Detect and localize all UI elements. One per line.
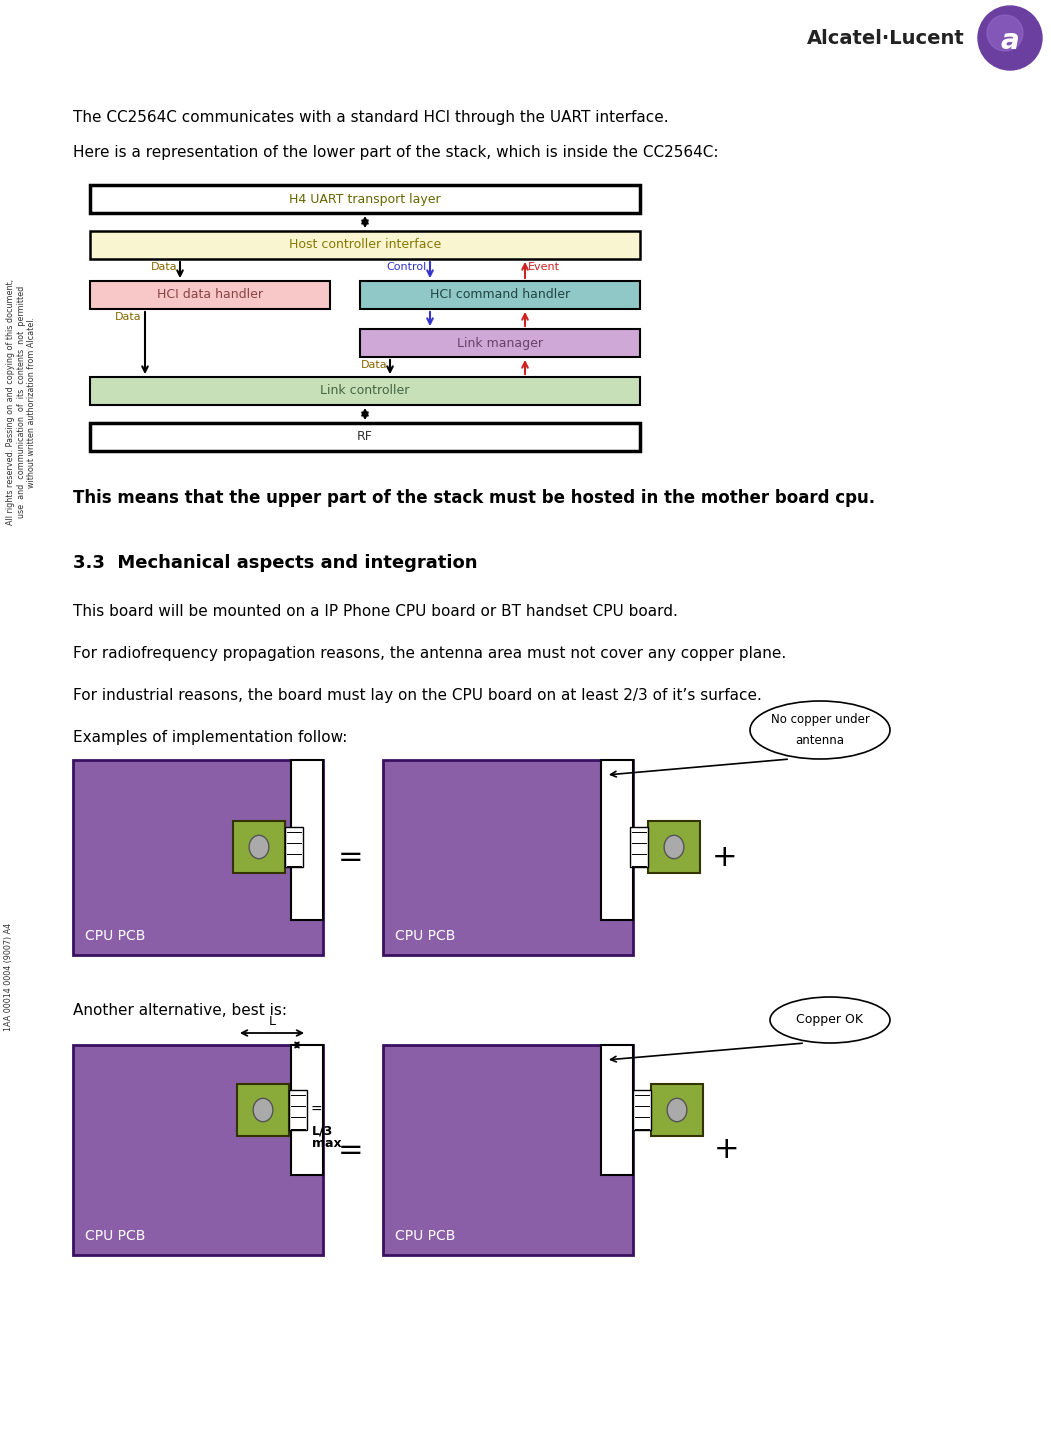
Text: a: a — [1001, 27, 1019, 55]
Bar — [601, 760, 633, 920]
Bar — [630, 827, 648, 867]
Text: Here is a representation of the lower part of the stack, which is inside the CC2: Here is a representation of the lower pa… — [73, 145, 719, 159]
Text: Control: Control — [387, 261, 427, 271]
Bar — [236, 1084, 289, 1136]
Text: +: + — [715, 1136, 740, 1165]
Circle shape — [978, 6, 1042, 70]
Text: CPU PCB: CPU PCB — [395, 929, 455, 943]
Text: Link controller: Link controller — [321, 385, 410, 398]
Bar — [648, 821, 700, 873]
Text: Data: Data — [116, 312, 142, 322]
Text: HCI data handler: HCI data handler — [157, 289, 263, 302]
Text: For industrial reasons, the board must lay on the CPU board on at least 2/3 of i: For industrial reasons, the board must l… — [73, 688, 762, 704]
Text: Event: Event — [528, 261, 560, 271]
Bar — [90, 231, 640, 258]
Text: No copper under: No copper under — [770, 714, 869, 727]
Text: This board will be mounted on a IP Phone CPU board or BT handset CPU board.: This board will be mounted on a IP Phone… — [73, 605, 678, 619]
Text: Alcatel·Lucent: Alcatel·Lucent — [807, 29, 965, 47]
Text: This means that the upper part of the stack must be hosted in the mother board c: This means that the upper part of the st… — [73, 490, 875, 507]
Bar — [633, 1090, 651, 1130]
Text: CPU PCB: CPU PCB — [85, 1229, 145, 1244]
Bar — [90, 378, 640, 405]
Text: HCI command handler: HCI command handler — [430, 289, 570, 302]
Bar — [90, 281, 330, 309]
Text: CPU PCB: CPU PCB — [395, 1229, 455, 1244]
Text: 3.3  Mechanical aspects and integration: 3.3 Mechanical aspects and integration — [73, 554, 477, 572]
Text: H4 UART transport layer: H4 UART transport layer — [289, 192, 440, 205]
Bar — [383, 760, 633, 955]
Bar — [289, 1090, 307, 1130]
Bar — [651, 1084, 703, 1136]
Bar — [291, 760, 323, 920]
Text: =: = — [338, 1136, 364, 1165]
Text: RF: RF — [357, 431, 373, 444]
Ellipse shape — [750, 701, 890, 760]
Text: L: L — [268, 1015, 275, 1028]
Text: Examples of implementation follow:: Examples of implementation follow: — [73, 729, 348, 745]
Bar — [73, 760, 323, 955]
Text: For radiofrequency propagation reasons, the antenna area must not cover any copp: For radiofrequency propagation reasons, … — [73, 646, 786, 661]
Bar — [90, 185, 640, 213]
Bar — [73, 1045, 323, 1255]
Text: Host controller interface: Host controller interface — [289, 238, 441, 251]
Text: max: max — [312, 1137, 342, 1150]
Text: Copper OK: Copper OK — [797, 1014, 864, 1027]
Ellipse shape — [664, 836, 684, 859]
Bar — [285, 827, 303, 867]
Text: =: = — [310, 1103, 322, 1117]
Bar — [601, 1045, 633, 1175]
Text: Another alternative, best is:: Another alternative, best is: — [73, 1002, 287, 1018]
Ellipse shape — [249, 836, 269, 859]
Text: +: + — [713, 843, 738, 872]
Text: Data: Data — [360, 360, 387, 370]
Bar — [360, 329, 640, 358]
Bar — [383, 1045, 633, 1255]
Text: All rights reserved. Passing on and copying of this document,
use  and  communic: All rights reserved. Passing on and copy… — [6, 279, 36, 526]
Text: 1AA 00014 0004 (9007) A4: 1AA 00014 0004 (9007) A4 — [4, 922, 13, 1031]
Bar — [360, 281, 640, 309]
Circle shape — [987, 14, 1023, 52]
Bar — [90, 424, 640, 451]
Ellipse shape — [770, 997, 890, 1043]
Text: antenna: antenna — [796, 734, 845, 747]
Ellipse shape — [667, 1099, 687, 1122]
Bar — [291, 1045, 323, 1175]
Text: L/3: L/3 — [312, 1124, 333, 1137]
Text: =: = — [338, 843, 364, 872]
Bar — [233, 821, 285, 873]
Text: Link manager: Link manager — [457, 336, 543, 349]
Text: CPU PCB: CPU PCB — [85, 929, 145, 943]
Text: The CC2564C communicates with a standard HCI through the UART interface.: The CC2564C communicates with a standard… — [73, 111, 668, 125]
Ellipse shape — [253, 1099, 273, 1122]
Text: Data: Data — [150, 261, 177, 271]
